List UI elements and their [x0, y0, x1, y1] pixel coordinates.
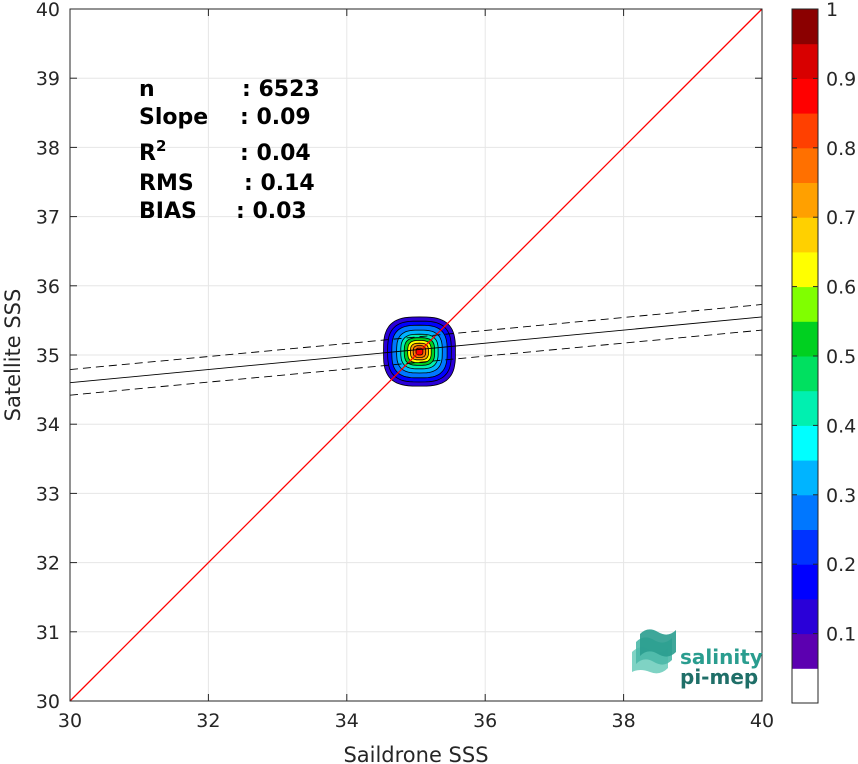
identity-line — [69, 8, 763, 702]
x-axis-label: Saildrone SSS — [343, 743, 488, 764]
colorbar-segment — [792, 460, 818, 496]
colorbar-tick-label: 0.3 — [826, 485, 856, 507]
colorbar-segment — [792, 113, 818, 149]
colorbar-tick-label: 0.1 — [826, 624, 856, 646]
axis-ticks: 30 32 34 36 38 40 30 31 32 33 34 35 36 37 38 39 40 — [36, 0, 774, 732]
y-tick-label: 32 — [36, 553, 60, 575]
colorbar-tick-label: 0.8 — [826, 138, 856, 160]
logo-text-pi-mep: pi-mep — [680, 665, 758, 689]
colorbar-segment — [792, 390, 818, 426]
fit-line — [69, 316, 763, 384]
y-tick-label: 36 — [36, 276, 60, 298]
y-axis-label: Satellite SSS — [1, 289, 25, 422]
colorbar-tick-label: 0.5 — [826, 346, 856, 368]
y-tick-label: 33 — [36, 483, 60, 505]
y-tick-label: 35 — [36, 345, 60, 367]
stat-label: n — [139, 77, 155, 102]
y-tick-label: 31 — [36, 622, 60, 644]
colorbar-segment — [792, 217, 818, 253]
stat-value: : 0.14 — [244, 171, 315, 196]
y-tick-label: 39 — [36, 68, 60, 90]
stat-value: : 0.04 — [240, 141, 311, 166]
colorbar-segment — [792, 321, 818, 357]
colorbar-segment — [792, 43, 818, 79]
colorbar-tick-label: 1 — [826, 0, 838, 21]
x-tick-label: 38 — [612, 710, 636, 732]
colorbar-tick-label: 0.6 — [826, 277, 856, 299]
y-tick-label: 38 — [36, 137, 60, 159]
colorbar-segment — [792, 182, 818, 218]
y-tick-label: 34 — [36, 414, 60, 436]
y-tick-label: 37 — [36, 207, 60, 229]
x-tick-label: 30 — [58, 710, 82, 732]
y-tick-label: 40 — [36, 0, 60, 21]
grid — [69, 8, 763, 702]
y-tick-label: 30 — [36, 691, 60, 713]
stat-value: : 0.09 — [240, 105, 311, 130]
logo-wave-icon — [632, 629, 676, 674]
colorbar-segment — [792, 529, 818, 565]
x-tick-label: 40 — [750, 710, 774, 732]
fit-bound-line — [69, 329, 763, 396]
colorbar-tick-label: 0.9 — [826, 68, 856, 90]
stat-label: BIAS — [139, 199, 197, 224]
colorbar-segment — [792, 251, 818, 288]
stat-label-superscript: 2 — [156, 137, 166, 155]
colorbar-segment — [792, 668, 818, 703]
colorbar-segment — [792, 425, 818, 461]
stat-value: : 6523 — [242, 77, 320, 102]
colorbar-segment — [792, 9, 818, 45]
stat-label: RMS — [139, 171, 194, 196]
x-tick-label: 36 — [473, 710, 497, 732]
x-tick-label: 34 — [335, 710, 359, 732]
stat-label: Slope — [139, 105, 208, 130]
logo-text-salinity: salinity — [680, 645, 763, 669]
colorbar-tick-label: 0.7 — [826, 207, 856, 229]
colorbar-tick-label: 0.2 — [826, 554, 856, 576]
stat-value: : 0.03 — [236, 199, 307, 224]
regression-lines — [69, 8, 763, 702]
colorbar: 0.1 0.2 0.3 0.4 0.5 0.6 0.7 0.8 0.9 1 — [791, 0, 856, 704]
fit-bound-line — [69, 304, 763, 370]
colorbar-segment — [792, 633, 818, 669]
salinity-pi-mep-logo: salinity pi-mep — [632, 629, 763, 689]
colorbar-segment — [792, 356, 818, 392]
colorbar-tick-label: 0.4 — [826, 415, 856, 437]
colorbar-segment — [792, 494, 818, 530]
colorbar-segment — [792, 147, 818, 183]
colorbar-segment — [792, 78, 818, 114]
colorbar-segment — [792, 598, 818, 635]
colorbar-segment — [792, 564, 818, 600]
colorbar-segment — [792, 286, 818, 322]
x-tick-label: 32 — [196, 710, 220, 732]
